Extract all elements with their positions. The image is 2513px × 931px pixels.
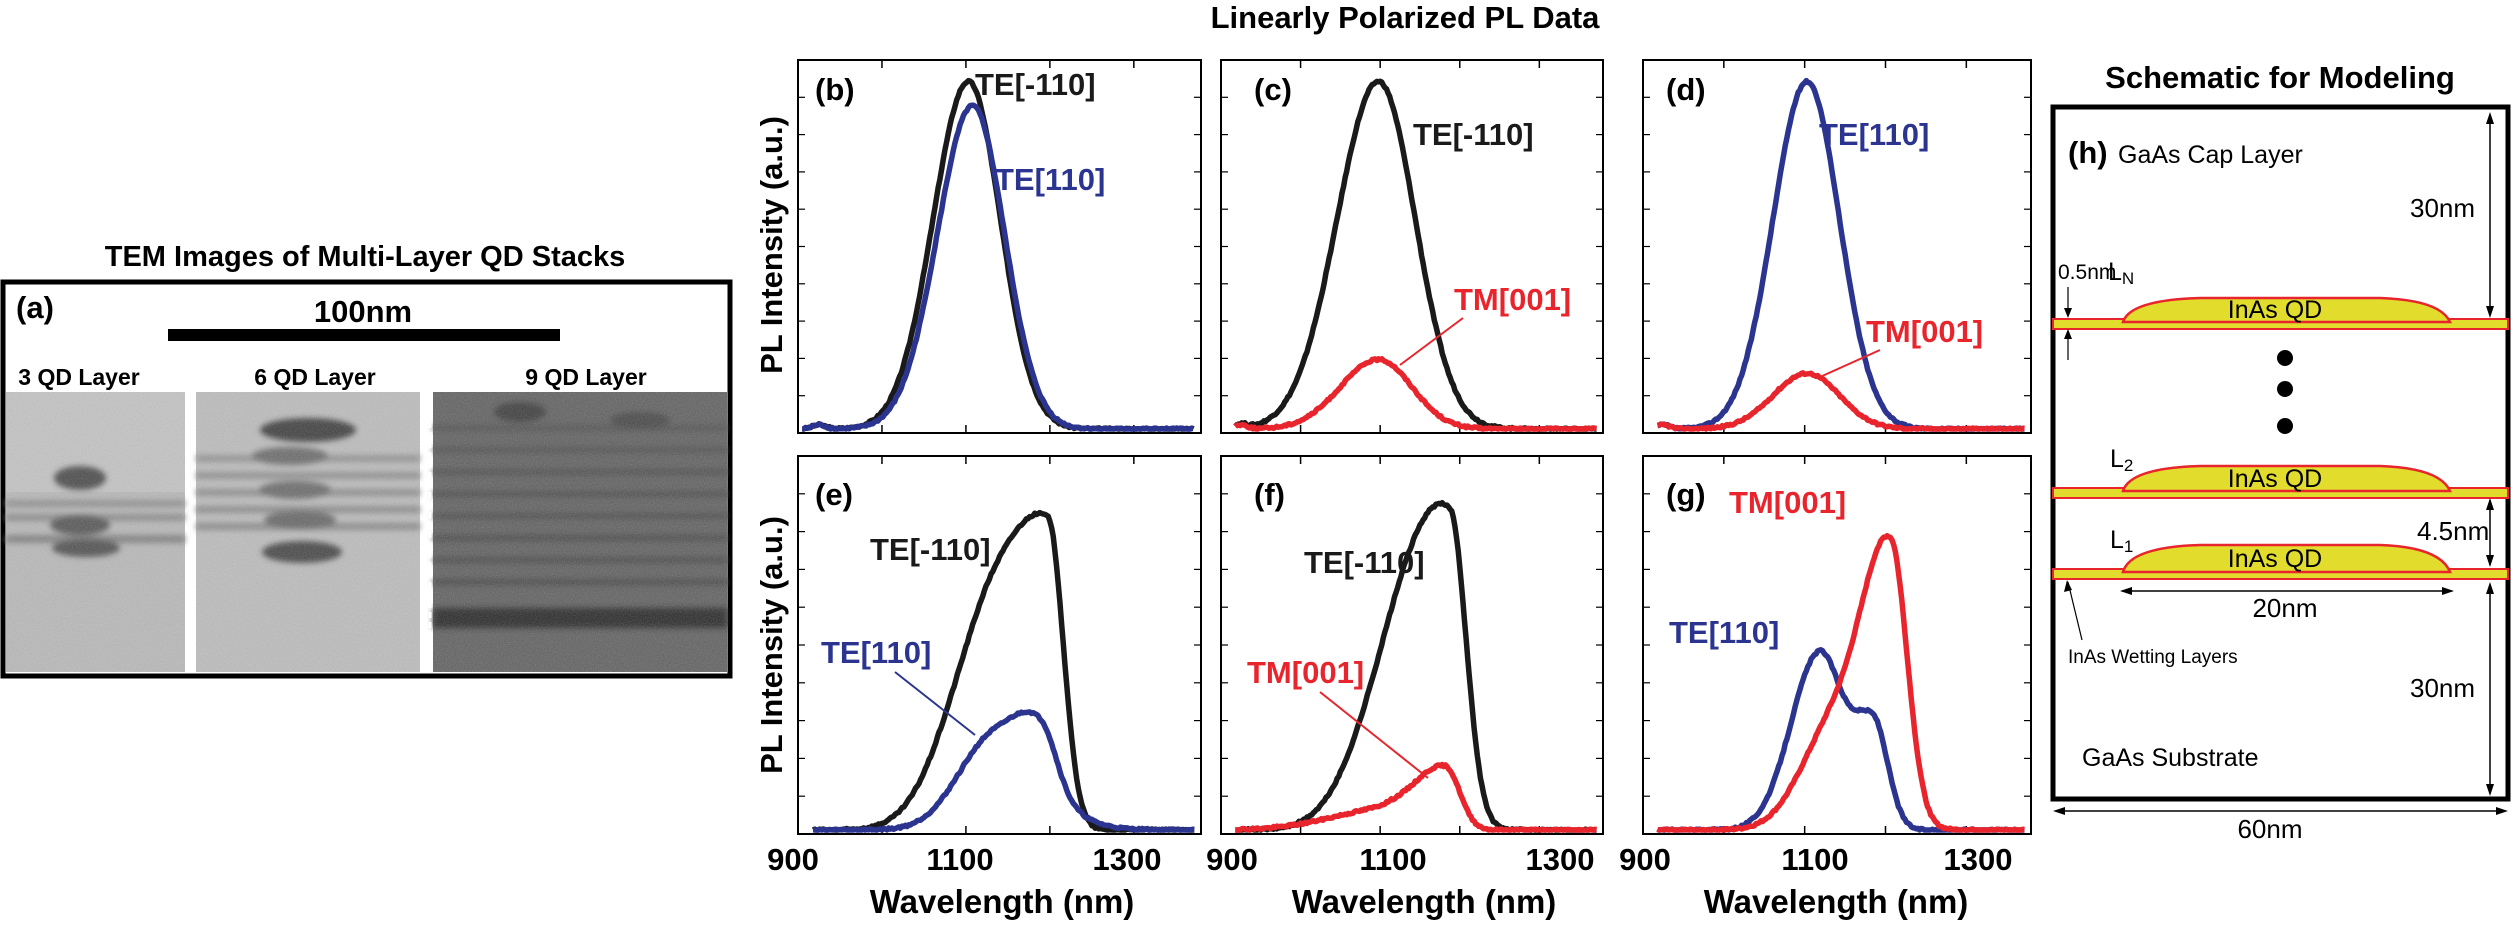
xtick-g-1300: 1300 xyxy=(1944,842,2013,877)
panel-d-label: (d) xyxy=(1666,72,1706,107)
wetting-layers-label: InAs Wetting Layers xyxy=(2068,647,2238,668)
xtick-e-900: 900 xyxy=(767,842,819,877)
qd-label-1: InAs QD xyxy=(2228,545,2322,573)
tem-title: TEM Images of Multi-Layer QD Stacks xyxy=(105,241,626,273)
panel-f-series-2 xyxy=(1234,761,1598,833)
panel-e-series-2 xyxy=(812,709,1196,833)
layer-2-label: L2 xyxy=(2110,445,2133,475)
qd-layer-2: InAs QD L2 xyxy=(2052,445,2509,499)
annot-e-1: TE[-110] xyxy=(870,532,991,567)
tem-image-9-layer: 9 QD Layer xyxy=(428,364,727,672)
annot-g-1: TM[001] xyxy=(1729,485,1846,520)
leader-e xyxy=(894,671,976,736)
xtick-e-1100: 1100 xyxy=(926,842,993,877)
qd-width-label: 20nm xyxy=(2252,593,2317,623)
schematic-frame xyxy=(2050,104,2511,802)
panel-f-label: (f) xyxy=(1254,477,1285,512)
xlabel-e: Wavelength (nm) xyxy=(870,883,1135,920)
tem-image-6-layer: 6 QD Layer xyxy=(196,364,420,672)
panel-b-frame xyxy=(797,59,1202,434)
annot-e-2: TE[110] xyxy=(821,635,931,670)
xtick-f-1100: 1100 xyxy=(1359,842,1426,877)
leader-d xyxy=(1819,349,1881,378)
annot-d-2: TM[001] xyxy=(1866,314,1983,349)
top-thickness-label: 30nm xyxy=(2410,193,2475,223)
ellipsis-dot-2 xyxy=(2277,381,2293,397)
xtick-f-1300: 1300 xyxy=(1526,842,1595,877)
schematic-panel: (h) GaAs Cap Layer 30nm InAs QD LN 0.5nm… xyxy=(2050,104,2511,802)
xtick-g-1100: 1100 xyxy=(1781,842,1848,877)
panel-g-series-2 xyxy=(1656,533,2026,833)
pl-title: Linearly Polarized PL Data xyxy=(1211,0,1601,35)
width-label: 60nm xyxy=(2237,814,2302,844)
panel-f-frame xyxy=(1220,455,1604,835)
tem-panel: (a) 100nm 3 QD Layer xyxy=(0,279,733,679)
tem-panel-label: (a) xyxy=(16,290,54,325)
panel-g-label: (g) xyxy=(1666,477,1706,512)
leader-f xyxy=(1319,691,1429,779)
panel-b-series-2 xyxy=(801,102,1195,432)
bottom-thickness-label: 30nm xyxy=(2410,673,2475,703)
tem-image-label-2: 6 QD Layer xyxy=(254,364,375,390)
annot-g-2: TE[110] xyxy=(1669,615,1779,650)
spacer-label: 4.5nm xyxy=(2417,516,2489,546)
panel-b-label: (b) xyxy=(815,72,855,107)
xtick-f-900: 900 xyxy=(1206,842,1258,877)
tem-image-label-3: 9 QD Layer xyxy=(525,364,646,390)
panel-c-series-2 xyxy=(1233,356,1598,432)
qd-label-n: InAs QD xyxy=(2228,296,2322,324)
qd-label-2: InAs QD xyxy=(2228,465,2322,493)
qd-layer-n: InAs QD LN xyxy=(2052,258,2509,330)
annot-d-1: TE[110] xyxy=(1819,117,1929,152)
layer-n-label: LN xyxy=(2108,258,2134,288)
qd-layer-1: InAs QD L1 xyxy=(2052,526,2509,580)
panel-b-series-1 xyxy=(801,77,1195,432)
annot-c-1: TE[-110] xyxy=(1413,117,1534,152)
substrate-label: GaAs Substrate xyxy=(2082,744,2258,772)
schematic-title: Schematic for Modeling xyxy=(2105,60,2455,95)
schematic-panel-label: (h) xyxy=(2068,135,2108,170)
panel-c-frame xyxy=(1220,59,1604,434)
panel-e-label: (e) xyxy=(815,477,853,512)
panel-d-frame xyxy=(1642,59,2032,434)
tem-image-label-1: 3 QD Layer xyxy=(18,364,139,390)
layer-1-label: L1 xyxy=(2110,526,2133,556)
annot-f-1: TE[-110] xyxy=(1304,545,1425,580)
annot-b-1: TE[-110] xyxy=(975,67,1096,102)
cap-layer-label: GaAs Cap Layer xyxy=(2118,141,2303,169)
ellipsis-dot-1 xyxy=(2277,350,2293,366)
xtick-e-1300: 1300 xyxy=(1093,842,1162,877)
scale-bar-label: 100nm xyxy=(314,294,412,329)
pl-plots xyxy=(797,60,2031,834)
tem-image-3-layer: 3 QD Layer xyxy=(6,364,185,672)
scale-bar xyxy=(168,329,560,341)
annot-b-2: TE[110] xyxy=(995,162,1105,197)
panel-c xyxy=(1220,59,1604,434)
panel-f xyxy=(1220,455,1604,835)
panel-b xyxy=(797,59,1202,434)
annot-f-2: TM[001] xyxy=(1247,655,1364,690)
ellipsis-dot-3 xyxy=(2277,418,2293,434)
pl-ylabel-top: PL Intensity (a.u.) xyxy=(754,116,789,374)
leader-c xyxy=(1399,317,1464,366)
panel-c-label: (c) xyxy=(1254,72,1292,107)
xtick-g-900: 900 xyxy=(1619,842,1671,877)
wetting-thickness-label: 0.5nm xyxy=(2058,261,2116,284)
panel-d xyxy=(1642,59,2032,434)
annot-c-2: TM[001] xyxy=(1454,282,1571,317)
xlabel-f: Wavelength (nm) xyxy=(1292,883,1557,920)
xlabel-g: Wavelength (nm) xyxy=(1704,883,1969,920)
pl-ylabel-bottom: PL Intensity (a.u.) xyxy=(754,516,789,774)
panel-d-series-2 xyxy=(1656,370,2026,432)
